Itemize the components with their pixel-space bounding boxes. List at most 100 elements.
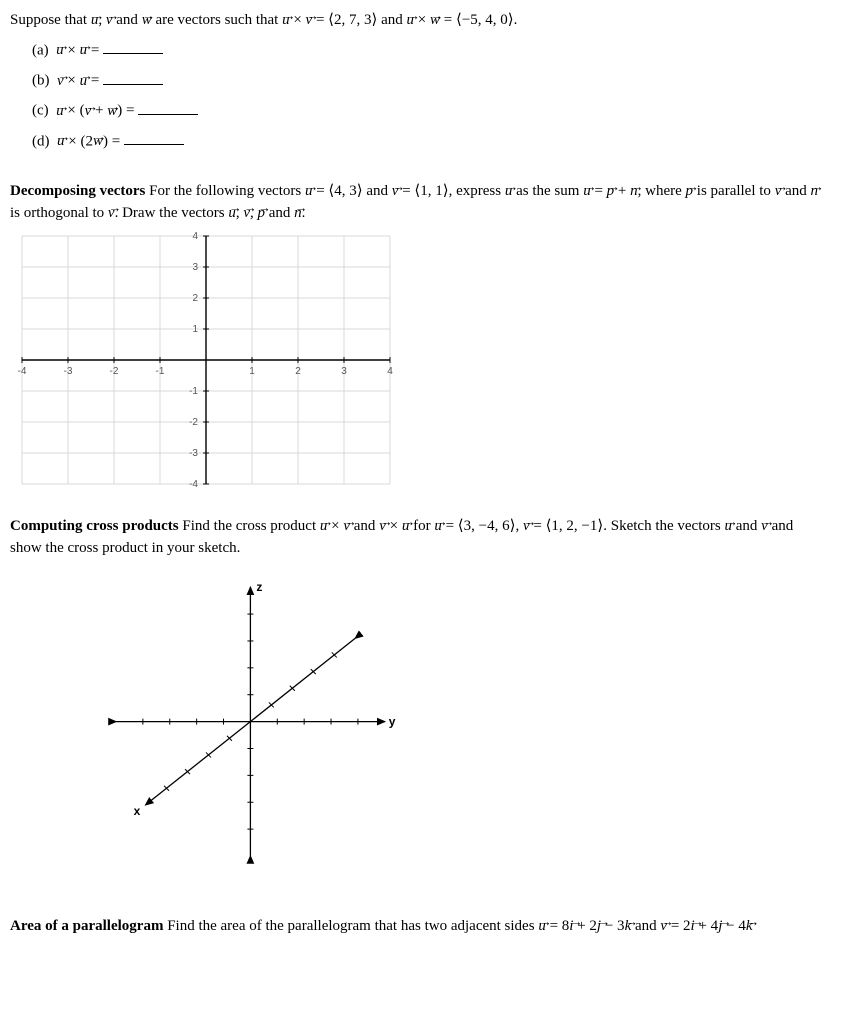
vec-u: →u [91,10,99,32]
vec-v: →v [392,181,399,203]
problem-1-intro: Suppose that →u, →v and →w are vectors s… [10,10,826,32]
grid-2d-svg: -4-3-2-11234-4-3-2-11234 [18,232,394,488]
label-b: (b) [32,73,50,89]
svg-text:1: 1 [192,324,198,335]
text: is orthogonal to [10,205,108,221]
problem-4-text: Area of a parallelogram Find the area of… [10,916,826,938]
svg-text:1: 1 [249,366,255,377]
svg-text:-2: -2 [189,417,198,428]
text: Find the cross product [179,518,320,534]
text: as the sum [512,183,583,199]
subquestion-d: (d) →u × (2→w) = [32,131,826,153]
text: For the following vectors [145,183,305,199]
vec-p: →p [257,203,265,225]
vec-j: →j [597,916,601,938]
vec-n: →n [630,181,638,203]
problem-2-text: Decomposing vectors For the following ve… [10,181,826,225]
text: Find the area of the parallelogram that … [163,918,538,934]
vec-p: →p [686,181,694,203]
subquestion-a: (a) →u × →u = [32,40,826,62]
problem-3-text: Computing cross products Find the cross … [10,516,826,560]
svg-text:-1: -1 [189,386,198,397]
vec-u: →u [80,40,88,62]
svg-text:2: 2 [295,366,301,377]
text: , where [638,183,686,199]
problem-decomposing: Decomposing vectors For the following ve… [4,181,826,489]
vec-u: →u [407,10,415,32]
vec-u: →u [56,101,64,123]
vec-v: →v [108,203,115,225]
problem-3-title: Computing cross products [10,518,179,534]
vec-i: →i [691,916,695,938]
vec-u: →u [583,181,591,203]
svg-text:-4: -4 [18,366,27,377]
svg-text:-2: -2 [110,366,119,377]
vec-u: →u [57,131,65,153]
vec-v: →v [523,516,530,538]
answer-blank[interactable] [103,70,163,85]
text: are vectors such that [152,12,282,28]
vec-k: →k [625,916,632,938]
text: = ⟨1, 1⟩, express [398,183,504,199]
vec-u: →u [228,203,236,225]
label-c: (c) [32,103,49,119]
vec-v: →v [761,516,768,538]
svg-text:3: 3 [192,262,198,273]
svg-text:3: 3 [341,366,347,377]
text: = ⟨−5, 4, 0⟩. [440,12,517,28]
vec-u: →u [80,71,88,93]
vec-v: →v [106,10,113,32]
problem-cross-product: Computing cross products Find the cross … [4,516,826,888]
subquestion-c: (c) →u × (→v + →w) = [32,100,826,122]
vec-v: →v [57,71,64,93]
vec-w: →w [93,131,103,153]
text: . Draw the vectors [115,205,229,221]
vec-u: →u [320,516,328,538]
svg-text:z: z [256,580,262,594]
text: = ⟨3, −4, 6⟩, [442,518,523,534]
answer-blank[interactable] [124,131,184,146]
text: = ⟨1, 2, −1⟩. Sketch the vectors [530,518,725,534]
text: = ⟨2, 7, 3⟩ and [312,12,406,28]
vec-v: →v [660,916,667,938]
vec-w: →w [430,10,440,32]
answer-blank[interactable] [103,40,163,55]
vec-w: →w [142,10,152,32]
svg-text:-4: -4 [189,479,198,488]
problem-cross-properties: Suppose that →u, →v and →w are vectors s… [4,10,826,153]
svg-text:-3: -3 [189,448,198,459]
axes-3d: z y x [84,568,826,888]
svg-text:x: x [134,804,141,818]
label-d: (d) [32,133,50,149]
svg-text:-3: -3 [64,366,73,377]
vec-v: →v [775,181,782,203]
text: Suppose that [10,12,91,28]
vec-u: →u [56,40,64,62]
svg-text:4: 4 [192,232,198,242]
problem-2-title: Decomposing vectors [10,183,145,199]
vec-v: →v [85,101,92,123]
vec-u: →u [538,916,546,938]
vec-i: →i [569,916,573,938]
vec-u: →u [505,181,513,203]
vec-n: →n [811,181,819,203]
vec-u: →u [282,10,290,32]
vec-v: →v [243,203,250,225]
vec-j: →j [718,916,722,938]
vec-v: →v [306,10,313,32]
svg-text:2: 2 [192,293,198,304]
vec-k: →k [746,916,753,938]
label-a: (a) [32,42,49,58]
svg-text:4: 4 [387,366,393,377]
vec-n: →n [294,203,302,225]
subquestion-b: (b) →v × →u = [32,70,826,92]
answer-blank[interactable] [138,100,198,115]
vec-v: →v [379,516,386,538]
problem-4-title: Area of a parallelogram [10,918,163,934]
svg-text:y: y [389,714,396,728]
vec-p: →p [607,181,615,203]
text: is parallel to [693,183,775,199]
vec-u: →u [434,516,442,538]
axes-3d-svg: z y x [84,568,404,888]
vec-u: →u [724,516,732,538]
